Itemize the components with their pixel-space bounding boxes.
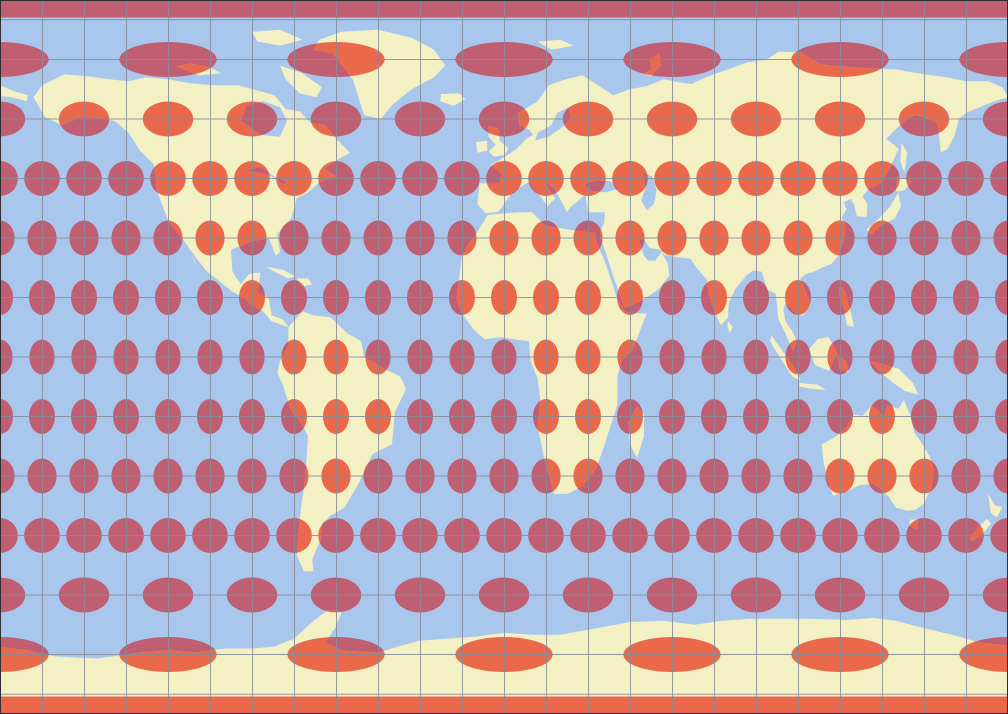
lake-baltic-sea [534,107,572,141]
landmass-baffin-island [280,65,322,98]
landmass-ireland [476,140,488,153]
landmass-cuba [266,266,296,279]
landmass-java [799,382,826,390]
landmass-ellesmere-island [252,29,303,46]
landmass-iceland [440,93,466,106]
landmass-south-america [277,311,406,572]
landmass-north-america [33,74,350,328]
landmass-new-zealand-north [987,493,1003,518]
landmass-sri-lanka [727,321,733,334]
landmass-chukotka-wrap [0,85,28,102]
landmass-hispaniola [296,278,313,287]
landmass-sakhalin [900,142,908,173]
